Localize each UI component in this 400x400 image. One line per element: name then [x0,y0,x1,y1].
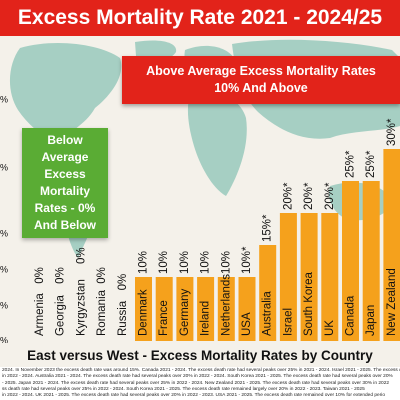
note-line: in 2022 - 2024. Australia 2021 - 2024. T… [2,374,393,380]
category-label: Kyrgyzstan [75,279,87,336]
value-label: 25%* [365,150,377,178]
note-line: 2024. In November 2023 the excess death … [2,368,400,373]
category-label: Denmark [138,289,150,336]
below-box-line-2: Average [41,150,89,164]
value-label: 0% [117,274,129,291]
category-label: UK [324,320,336,336]
value-label: 10% [158,251,170,274]
bar-usa [238,277,256,341]
value-label: 10% [138,251,150,274]
category-label: Netherlands [220,274,232,336]
category-label: Japan [365,305,377,336]
category-label: Armenia [34,293,46,336]
value-label: 10% [200,251,212,274]
value-label: 0% [96,267,108,284]
category-label: Romania [96,289,108,336]
value-label: 30%* [386,118,398,146]
value-label: 0% [34,267,46,284]
bar-canada [342,181,359,341]
category-label: USA [241,312,253,336]
value-label: 20%* [303,182,315,210]
title-banner: Excess Mortality Rate 2021 - 2024/25 [0,0,400,36]
bar-france [155,277,173,341]
y-axis-labels: %%%%%% [0,94,8,343]
bar-netherlands [217,277,235,341]
below-box-line-4: Mortality [39,184,90,198]
value-label: 10%* [241,246,253,274]
below-box-line-6: And Below [34,218,96,232]
below-box-line-5: Rates - 0% [34,201,96,215]
map-africa [187,92,247,196]
bar-japan [362,181,380,341]
category-label: France [158,300,170,336]
value-label: 20%* [324,182,336,210]
bar-australia [259,245,277,341]
value-label: 20%* [282,182,294,210]
note-line: ss death rate had several peaks over 25%… [2,386,365,392]
category-label: Ireland [200,301,212,336]
bar-denmark [135,277,152,341]
category-label: New Zealand [386,268,398,336]
value-labels-group: 0% 0% 0% 0% 0% 10% 10% 10% 10% 10% 10%* 15%* 20%* 20%… [34,118,398,291]
footer-title: East versus West - Excess Mortality Rate… [27,347,373,363]
bar-south-korea [300,213,318,341]
value-label: 25%* [345,150,357,178]
y-axis-label: % [0,94,8,104]
category-labels-group: Armenia Georgia Kyrgyzstan Romania Russia Den… [34,268,398,336]
above-average-banner: Above Average Excess Mortality Rates 10%… [122,56,400,104]
below-average-box: Below Average Excess Mortality Rates - 0… [22,128,108,238]
value-label: 10% [220,251,232,274]
below-box-line-3: Excess [44,167,86,181]
value-label: 0% [55,267,67,284]
category-label: Israel [282,308,294,336]
value-label: 10% [179,251,191,274]
map-north-america [9,43,122,146]
above-banner-line-2: 10% And Above [214,81,308,95]
bars-group [135,149,400,341]
category-label: Australia [262,291,274,336]
y-axis-label: % [0,264,8,274]
map-australia [328,182,392,221]
chart-title: Excess Mortality Rate 2021 - 2024/25 [17,6,383,29]
y-axis-label: % [0,335,8,343]
value-label: 15%* [262,214,274,242]
bar-ireland [197,277,215,341]
footer-title-strip: East versus West - Excess Mortality Rate… [0,343,400,367]
note-line: in 2022 - 2024. UK 2021 - 2025. The exce… [2,393,386,399]
source-notes: 2024. In November 2023 the excess death … [0,367,400,400]
category-label: Russia [117,300,129,336]
y-axis-label: % [0,300,8,310]
category-label: Georgia [55,294,67,336]
category-label: South Korea [303,271,315,336]
category-label: Canada [345,295,357,336]
y-axis-label: % [0,162,8,172]
category-label: Germany [179,288,191,336]
value-label: 0% [75,247,87,264]
map-greenland [135,40,177,61]
above-banner-line-1: Above Average Excess Mortality Rates [146,64,376,78]
bar-uk [321,213,339,341]
y-axis-label: % [0,228,8,238]
bar-germany [176,277,194,341]
bar-israel [279,213,297,341]
bar-new-zealand [383,149,400,341]
below-box-line-1: Below [47,133,83,147]
note-line: - 2025. Japan 2021 - 2024. The excess de… [2,380,390,386]
